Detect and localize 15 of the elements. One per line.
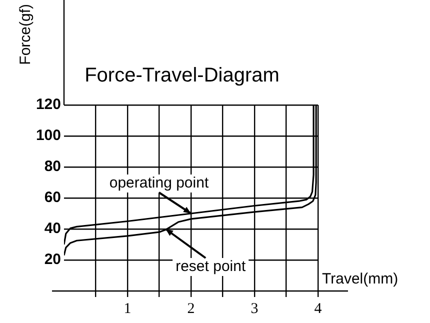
y-tick-label: 120 xyxy=(36,96,61,114)
y-tick-label: 100 xyxy=(36,127,61,144)
y-axis-title: Force(gf) xyxy=(17,4,34,65)
y-tick-label: 40 xyxy=(44,220,61,238)
x-tick-label: 3 xyxy=(250,300,258,317)
x-tick-label: 4 xyxy=(314,300,322,317)
x-axis-title: Travel(mm) xyxy=(322,270,398,288)
chart-title: Force-Travel-Diagram xyxy=(84,64,280,87)
x-tick-label: 2 xyxy=(187,300,195,317)
annotation: operating point xyxy=(109,174,210,192)
y-tick-label: 20 xyxy=(44,251,61,268)
x-tick-label: 1 xyxy=(124,300,132,317)
annotation: reset point xyxy=(176,258,246,276)
y-tick-label: 60 xyxy=(44,189,61,206)
y-tick-label: 80 xyxy=(44,158,61,176)
